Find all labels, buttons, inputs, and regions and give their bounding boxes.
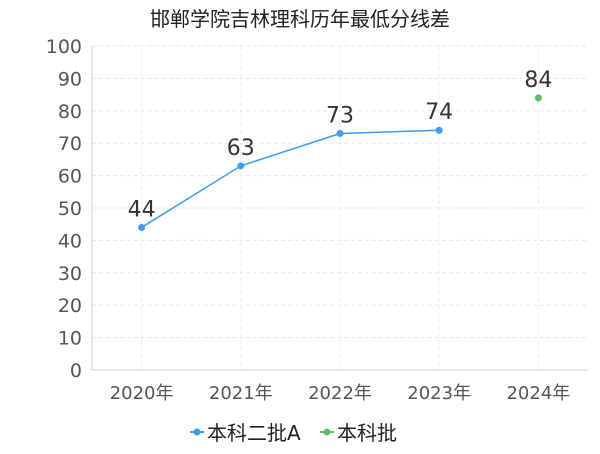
y-tick-label: 20: [58, 295, 82, 317]
y-tick-label: 30: [58, 263, 82, 285]
y-tick-label: 0: [70, 360, 82, 382]
data-point: [336, 129, 344, 137]
grid: [92, 45, 588, 370]
data-label: 44: [128, 197, 156, 222]
data-label: 74: [425, 100, 453, 125]
y-tick-label: 80: [58, 101, 82, 123]
y-tick-label: 100: [46, 36, 82, 58]
series: 44 63 73 74 84: [128, 68, 552, 231]
y-tick-label: 40: [58, 230, 82, 252]
y-tick-label: 50: [58, 198, 82, 220]
x-tick-label: 2020年: [110, 383, 174, 404]
legend-label: 本科二批A: [207, 421, 301, 445]
chart-title: 邯郸学院吉林理科历年最低分线差: [150, 7, 450, 31]
x-tick-label: 2021年: [209, 383, 273, 404]
x-tick-label: 2023年: [407, 383, 471, 404]
data-label: 63: [227, 136, 255, 161]
legend-marker: [193, 428, 201, 436]
y-tick-label: 60: [58, 166, 82, 188]
y-tick-label: 70: [58, 133, 82, 155]
y-tick-label: 90: [58, 68, 82, 90]
axes: 0 10 20 30 40 50 60 70 80 90 100 2020年 2021年 2022年 202…: [46, 36, 588, 404]
legend-label: 本科批: [337, 421, 397, 445]
data-point: [138, 223, 146, 231]
y-tick-label: 10: [58, 328, 82, 350]
data-label: 84: [524, 68, 552, 93]
x-tick-label: 2024年: [506, 383, 570, 404]
x-tick-label: 2022年: [308, 383, 372, 404]
data-point: [534, 94, 542, 102]
data-point: [237, 162, 245, 170]
legend: 本科二批A 本科批: [190, 421, 397, 445]
data-label: 73: [326, 103, 354, 128]
data-point: [435, 126, 443, 134]
series-line: [141, 129, 440, 229]
legend-marker: [323, 428, 331, 436]
